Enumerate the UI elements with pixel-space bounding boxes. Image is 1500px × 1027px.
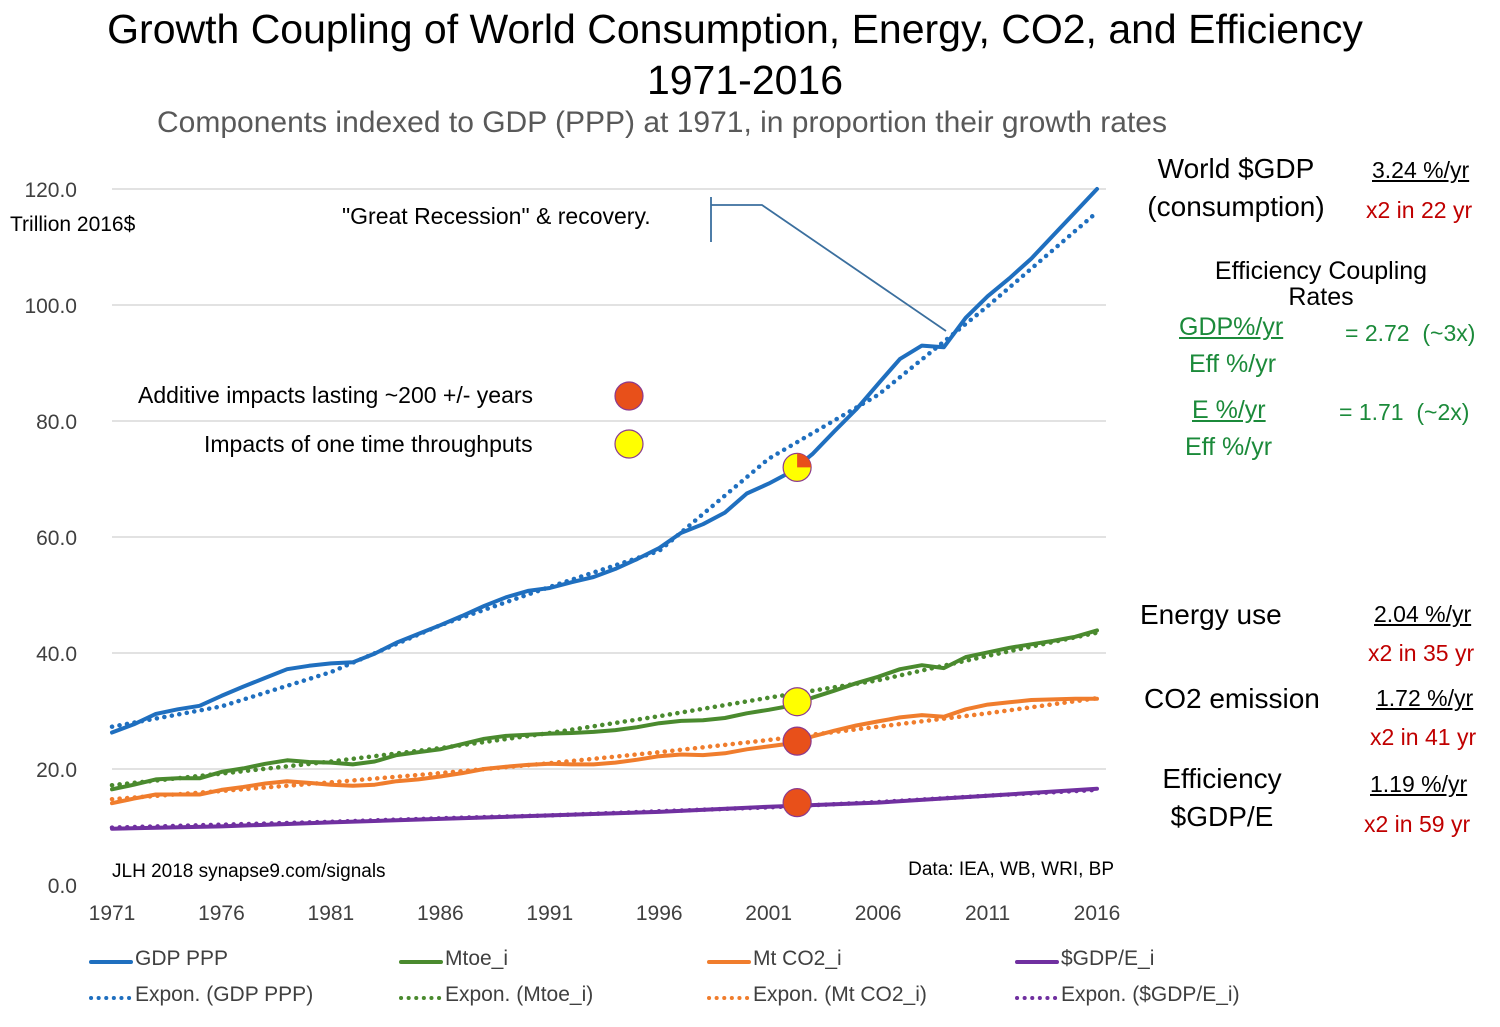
- series-line-expon-gdp-e-i-: [109, 787, 1100, 830]
- y-tick-label: 80.0: [36, 411, 77, 434]
- impact-marker-one-time: [782, 687, 812, 717]
- efficiency-heading-line2: $GDP/E: [1170, 801, 1274, 832]
- x-tick-label: 1996: [636, 902, 683, 925]
- legend-label: Expon. (Mtoe_i): [445, 983, 594, 1006]
- x-tick-label: 1971: [89, 902, 136, 925]
- co2-rate: 1.72 %/yr: [1376, 685, 1474, 711]
- legend-label: Mt CO2_i: [753, 947, 842, 970]
- ratio1-numerator: GDP%/yr: [1179, 313, 1284, 341]
- y-tick-label: 100.0: [24, 295, 77, 318]
- line-chart: 0.0 20.0 40.0 60.0 80.0 100.0 120.0 1971 1976 19…: [10, 179, 1121, 925]
- legend-label: Expon. ($GDP/E_i): [1061, 983, 1240, 1006]
- energy-heading: Energy use: [1140, 599, 1282, 630]
- legend-label: Expon. (GDP PPP): [135, 983, 314, 1006]
- legend-label: Mtoe_i: [445, 947, 509, 970]
- gdp-heading-line1: World $GDP: [1157, 153, 1315, 184]
- impact-marker-additive: [782, 726, 812, 756]
- data-source-text: Data: IEA, WB, WRI, BP: [908, 859, 1114, 880]
- chart-subtitle: Components indexed to GDP (PPP) at 1971,…: [157, 106, 1167, 139]
- y-tick-label: 40.0: [36, 643, 77, 666]
- x-tick-label: 1981: [308, 902, 355, 925]
- x-tick-label: 2011: [965, 902, 1010, 925]
- gdp-heading-line2: (consumption): [1147, 191, 1325, 222]
- legend-swatch: [1015, 960, 1059, 964]
- coupling-heading: Efficiency Coupling Rates: [1190, 258, 1452, 310]
- efficiency-heading-line1: Efficiency: [1162, 763, 1282, 794]
- recession-annotation: "Great Recession" & recovery.: [342, 203, 651, 229]
- x-tick-label: 2006: [855, 902, 902, 925]
- ratio2-value: = 1.71 (~2x): [1339, 399, 1470, 425]
- coupling-heading-line2: Rates: [1288, 283, 1354, 311]
- efficiency-rate: 1.19 %/yr: [1370, 771, 1468, 797]
- y-tick-label: 120.0: [24, 179, 77, 202]
- efficiency-heading: Efficiency $GDP/E: [1150, 760, 1294, 836]
- legend-swatch: [707, 996, 751, 1000]
- efficiency-doubling: x2 in 59 yr: [1364, 811, 1471, 837]
- x-tick-label: 1991: [526, 902, 573, 925]
- series-line-mt-co2-i: [110, 696, 1099, 806]
- energy-doubling: x2 in 35 yr: [1368, 640, 1475, 666]
- credit-text: JLH 2018 synapse9.com/signals: [112, 861, 386, 882]
- series-line-expon-gdp-ppp-: [109, 209, 1100, 729]
- ratio2-denominator: Eff %/yr: [1185, 433, 1273, 461]
- x-tick-label: 1976: [198, 902, 245, 925]
- legend-label: $GDP/E_i: [1061, 947, 1155, 970]
- x-tick-label: 1986: [417, 902, 464, 925]
- legend-label: Expon. (Mt CO2_i): [753, 983, 927, 1006]
- chart-title-years: 1971-2016: [646, 57, 844, 103]
- co2-heading: CO2 emission: [1144, 683, 1320, 714]
- y-tick-label: 20.0: [36, 759, 77, 782]
- ratio1-denominator: Eff %/yr: [1189, 350, 1277, 378]
- y-tick-label: 0.0: [48, 875, 77, 898]
- legend-swatch: [1015, 996, 1059, 1000]
- series-line-expon-mtoe-i-: [109, 630, 1100, 788]
- legend-swatch: [399, 960, 443, 964]
- additive-impacts-dot: [614, 381, 644, 411]
- series-line-gdp-ppp: [110, 187, 1099, 735]
- ratio1-value: = 2.72 (~3x): [1345, 320, 1476, 346]
- gdp-heading: World $GDP (consumption): [1138, 150, 1334, 226]
- ratio2-numerator: E %/yr: [1192, 396, 1266, 424]
- gdp-rate: 3.24 %/yr: [1372, 157, 1470, 183]
- one-time-impacts-label: Impacts of one time throughputs: [204, 431, 533, 457]
- legend-swatch: [89, 996, 133, 1000]
- co2-doubling: x2 in 41 yr: [1370, 724, 1477, 750]
- x-tick-label: 2016: [1074, 902, 1121, 925]
- series-line--gdp-e-i: [110, 786, 1099, 831]
- legend-swatch: [707, 960, 751, 964]
- coupling-heading-line1: Efficiency Coupling: [1214, 257, 1428, 285]
- x-tick-label: 2001: [745, 902, 792, 925]
- gdp-doubling: x2 in 22 yr: [1366, 197, 1473, 223]
- legend-swatch: [399, 996, 443, 1000]
- additive-impacts-label: Additive impacts lasting ~200 +/- years: [138, 382, 533, 408]
- legend-swatch: [89, 960, 133, 964]
- series-line-expon-mt-co2-i-: [109, 695, 1100, 802]
- impact-marker-additive: [782, 788, 812, 818]
- legend-label: GDP PPP: [135, 947, 228, 970]
- y-axis-label: Trillion 2016$: [10, 213, 136, 236]
- one-time-impacts-dot: [614, 429, 644, 459]
- recession-callout-line: [710, 197, 947, 332]
- chart-title: Growth Coupling of World Consumption, En…: [107, 6, 1363, 52]
- y-tick-label: 60.0: [36, 527, 77, 550]
- impact-marker-quadrant: [797, 453, 812, 468]
- energy-rate: 2.04 %/yr: [1374, 601, 1472, 627]
